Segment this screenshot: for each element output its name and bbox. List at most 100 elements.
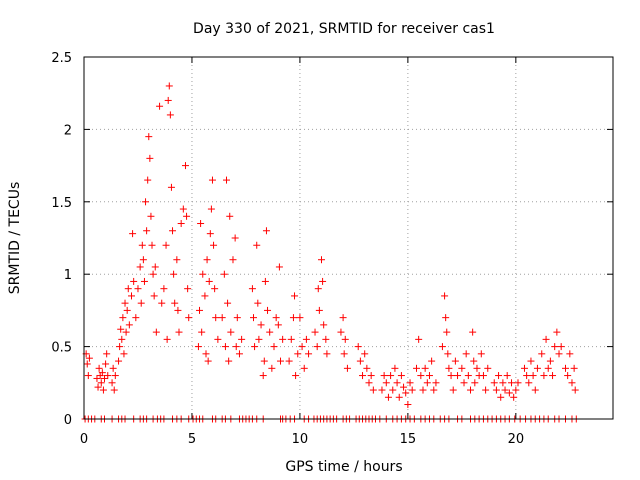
data-point (323, 350, 331, 358)
data-point (313, 343, 321, 351)
data-point (387, 372, 395, 380)
data-point (147, 212, 155, 220)
data-point (185, 314, 193, 322)
data-point (503, 372, 511, 380)
data-point (432, 379, 440, 387)
data-point (142, 198, 150, 206)
data-point (320, 321, 328, 329)
data-point (211, 285, 219, 293)
data-point (194, 343, 202, 351)
data-point (253, 241, 261, 249)
data-point (393, 379, 401, 387)
data-point (337, 328, 345, 336)
data-point (527, 357, 535, 365)
data-point (183, 212, 191, 220)
data-point (384, 393, 392, 401)
data-point (445, 364, 453, 372)
data-point (571, 386, 579, 394)
data-point (232, 343, 240, 351)
data-point (196, 306, 204, 314)
data-point (305, 350, 313, 358)
data-point (108, 379, 116, 387)
x-tick-label: 15 (400, 432, 417, 447)
data-point (451, 357, 459, 365)
data-point (533, 364, 541, 372)
data-point (207, 205, 215, 213)
data-point (484, 364, 492, 372)
data-point (110, 386, 118, 394)
data-point (462, 350, 470, 358)
data-point (116, 343, 124, 351)
data-point (380, 372, 388, 380)
data-point (203, 256, 211, 264)
data-point (417, 372, 425, 380)
data-point (419, 386, 427, 394)
data-point (229, 256, 237, 264)
data-point (549, 372, 557, 380)
data-point (99, 386, 107, 394)
data-point (128, 292, 136, 300)
data-point (553, 328, 561, 336)
data-point (302, 335, 310, 343)
data-point (408, 386, 416, 394)
data-point (415, 335, 423, 343)
data-point (441, 292, 449, 300)
data-point (140, 277, 148, 285)
data-point (171, 299, 179, 307)
data-point (525, 379, 533, 387)
data-point (449, 386, 457, 394)
y-tick-label: 2 (64, 123, 72, 138)
data-point (223, 176, 231, 184)
y-tick-label: 0 (64, 413, 72, 428)
data-point (495, 372, 503, 380)
y-tick-label: 1.5 (51, 196, 72, 211)
data-point (359, 372, 367, 380)
data-point (275, 263, 283, 271)
data-point (291, 292, 299, 300)
data-point (123, 306, 131, 314)
data-point (402, 389, 410, 397)
data-point (369, 386, 377, 394)
data-point (129, 230, 137, 238)
data-point (356, 357, 364, 365)
data-point (274, 321, 282, 329)
data-point (257, 321, 265, 329)
data-point (289, 314, 297, 322)
data-point (122, 328, 130, 336)
data-point (93, 374, 101, 382)
data-point (444, 350, 452, 358)
data-point (83, 360, 91, 368)
data-point (354, 343, 362, 351)
data-point (279, 335, 287, 343)
data-point (318, 256, 326, 264)
data-point (479, 372, 487, 380)
data-point (296, 314, 304, 322)
data-point (363, 364, 371, 372)
data-point (119, 314, 127, 322)
data-point (400, 383, 408, 391)
x-tick-label: 20 (508, 432, 525, 447)
data-point (395, 393, 403, 401)
data-point (85, 354, 93, 362)
data-point (272, 314, 280, 322)
data-point (264, 306, 272, 314)
data-point (413, 364, 421, 372)
data-point (464, 372, 472, 380)
data-point (341, 335, 349, 343)
data-point (238, 335, 246, 343)
data-point (138, 241, 146, 249)
data-point (421, 364, 429, 372)
data-point (134, 285, 142, 293)
data-point (438, 343, 446, 351)
data-point (166, 111, 174, 119)
data-point (118, 335, 126, 343)
data-point (181, 162, 189, 170)
data-point (197, 220, 205, 228)
data-point (568, 379, 576, 387)
data-point (458, 364, 466, 372)
data-point (367, 372, 375, 380)
data-point (477, 350, 485, 358)
data-point (406, 379, 414, 387)
plot-frame (83, 56, 614, 420)
data-point (564, 372, 572, 380)
